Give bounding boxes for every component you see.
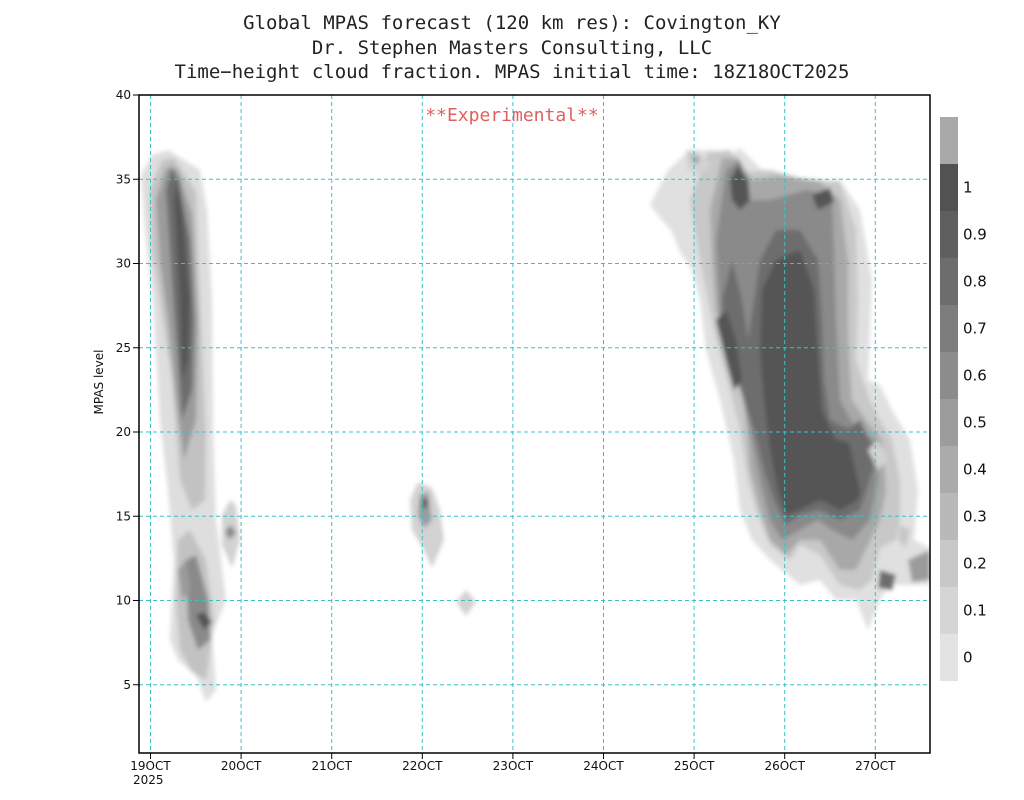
plot-frame [138, 94, 931, 754]
colorbar-swatch [940, 352, 958, 399]
y-tick-label: 10 [116, 594, 131, 608]
chart-title-line-2: Dr. Stephen Masters Consulting, LLC [311, 37, 713, 59]
cloud-region-oct19 [141, 150, 226, 702]
colorbar-swatch [940, 117, 958, 164]
x-tick-label: 20OCT [221, 759, 262, 773]
colorbar-label: 1 [963, 179, 973, 197]
x-tick-label: 21OCT [311, 759, 352, 773]
colorbar-label: 0.6 [963, 367, 987, 385]
y-tick-label: 40 [116, 88, 131, 102]
x-tick-label: 24OCT [583, 759, 624, 773]
colorbar-label: 0.5 [963, 414, 987, 432]
y-axis: 5 10 15 20 25 30 35 40 [116, 88, 139, 692]
colorbar-swatch [940, 493, 958, 540]
colorbar: 0 0.1 0.2 0.3 0.4 0.5 0.6 0.7 0.8 0.9 1 [940, 117, 987, 681]
colorbar-swatch [940, 634, 958, 681]
cloud-region-oct22 [410, 482, 476, 616]
colorbar-swatch [940, 211, 958, 258]
x-tick-label: 22OCT [402, 759, 443, 773]
grid-lines [139, 95, 930, 753]
y-axis-title: MPAS level [92, 350, 106, 415]
colorbar-swatch [940, 587, 958, 634]
x-tick-label: 26OCT [764, 759, 805, 773]
colorbar-swatch [940, 258, 958, 305]
colorbar-swatch [940, 540, 958, 587]
colorbar-label: 0.2 [963, 555, 987, 573]
colorbar-label: 0.9 [963, 226, 987, 244]
colorbar-label: 0 [963, 649, 973, 667]
cloud-fraction-field [141, 148, 930, 702]
y-tick-label: 25 [116, 341, 131, 355]
chart-title-line-3: Time−height cloud fraction. MPAS initial… [174, 61, 850, 83]
x-tick-label: 27OCT [855, 759, 896, 773]
chart-title-line-1: Global MPAS forecast (120 km res): Covin… [243, 12, 781, 34]
cloud-region-oct20 [222, 500, 240, 568]
y-tick-label: 30 [116, 257, 131, 271]
colorbar-swatch [940, 399, 958, 446]
y-tick-label: 15 [116, 509, 131, 523]
colorbar-label: 0.7 [963, 320, 987, 338]
colorbar-swatch [940, 305, 958, 352]
colorbar-swatch [940, 446, 958, 493]
cloud-region-oct25-27 [650, 148, 930, 630]
y-tick-label: 5 [123, 678, 131, 692]
experimental-annotation: **Experimental** [425, 105, 598, 126]
x-axis: 19OCT 20OCT 21OCT 22OCT 23OCT 24OCT 25OCT 26OCT… [130, 753, 896, 773]
colorbar-swatch [940, 164, 958, 211]
colorbar-label: 0.1 [963, 602, 987, 620]
colorbar-label: 0.3 [963, 508, 987, 526]
y-tick-label: 20 [116, 425, 131, 439]
x-tick-label: 23OCT [493, 759, 534, 773]
colorbar-label: 0.8 [963, 273, 987, 291]
x-tick-label: 19OCT [130, 759, 171, 773]
x-tick-label: 25OCT [674, 759, 715, 773]
x-axis-year-label: 2025 [133, 773, 164, 787]
y-tick-label: 35 [116, 172, 131, 186]
colorbar-label: 0.4 [963, 461, 987, 479]
